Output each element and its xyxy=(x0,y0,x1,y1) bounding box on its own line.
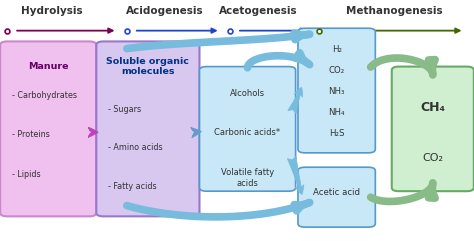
Text: - Amino acids: - Amino acids xyxy=(108,143,163,152)
Text: CO₂: CO₂ xyxy=(422,153,443,163)
Text: Volatile fatty
acids: Volatile fatty acids xyxy=(221,168,274,188)
Text: Soluble organic
molecules: Soluble organic molecules xyxy=(107,57,189,76)
Text: - Sugars: - Sugars xyxy=(108,105,141,114)
Text: Methanogenesis: Methanogenesis xyxy=(346,7,442,16)
FancyBboxPatch shape xyxy=(298,167,375,227)
Text: - Lipids: - Lipids xyxy=(12,170,41,179)
Text: - Carbohydrates: - Carbohydrates xyxy=(12,91,77,100)
Text: NH₄: NH₄ xyxy=(328,108,345,117)
Text: CO₂: CO₂ xyxy=(328,66,345,75)
FancyBboxPatch shape xyxy=(0,41,96,216)
Text: - Fatty acids: - Fatty acids xyxy=(108,182,157,191)
FancyBboxPatch shape xyxy=(392,67,474,191)
Text: CH₄: CH₄ xyxy=(420,101,445,114)
Text: Acidogenesis: Acidogenesis xyxy=(126,7,203,16)
FancyBboxPatch shape xyxy=(298,28,375,153)
Text: - Proteins: - Proteins xyxy=(12,130,50,139)
Text: Hydrolysis: Hydrolysis xyxy=(21,7,82,16)
Text: Alcohols: Alcohols xyxy=(230,89,265,98)
Text: NH₃: NH₃ xyxy=(328,87,345,96)
Text: Carbonic acids*: Carbonic acids* xyxy=(215,128,281,137)
Text: H₂: H₂ xyxy=(332,45,342,54)
FancyBboxPatch shape xyxy=(96,41,200,216)
FancyBboxPatch shape xyxy=(200,67,296,191)
Text: Acetic acid: Acetic acid xyxy=(313,188,360,197)
Text: H₂S: H₂S xyxy=(329,129,345,138)
Text: Manure: Manure xyxy=(28,62,69,71)
Text: Acetogenesis: Acetogenesis xyxy=(219,7,297,16)
